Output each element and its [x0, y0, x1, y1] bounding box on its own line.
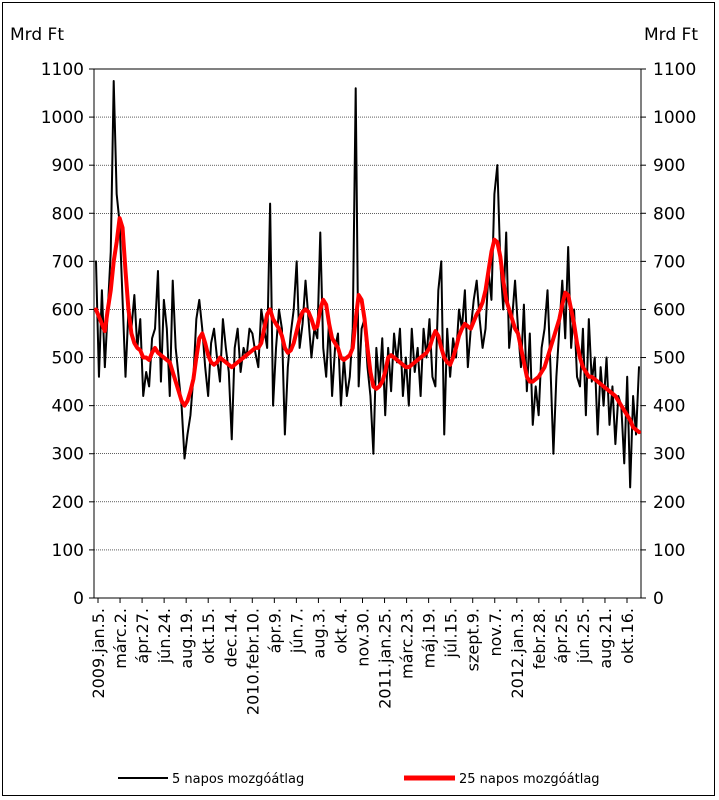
series-line-25-napos: [94, 216, 641, 435]
x-tick-label: júl.15.: [442, 608, 461, 659]
x-tick-label: jún.24.: [155, 608, 174, 664]
x-tick-label: okt.16.: [618, 608, 637, 664]
x-tick-label: febr.28.: [530, 608, 549, 669]
y-axis-left-unit: Mrd Ft: [10, 25, 64, 45]
x-tick-label: márc.23.: [398, 608, 417, 679]
y-tick-label-right: 500: [653, 349, 685, 369]
x-tick-label: ápr.9.: [265, 608, 284, 653]
series-line-5-napos: [95, 80, 640, 489]
y-tick-label-left: 0: [73, 589, 84, 609]
y-tick-label-right: 400: [653, 397, 685, 417]
x-tick-label: aug.21.: [596, 608, 615, 669]
y-tick-label-right: 100: [653, 541, 685, 561]
y-tick-label-right: 800: [653, 204, 685, 224]
y-tick-label-right: 0: [653, 589, 664, 609]
x-tick-label: 2011.jan.25.: [376, 608, 395, 709]
y-tick-label-left: 900: [52, 156, 84, 176]
x-tick-label: ápr.27.: [133, 608, 152, 664]
y-tick-label-right: 600: [653, 300, 685, 320]
x-tick-label: jún.25.: [574, 608, 593, 664]
y-tick-label-right: 700: [653, 252, 685, 272]
y-tick-label-right: 1000: [653, 108, 696, 128]
x-tick-label: ápr.25.: [552, 608, 571, 664]
x-tick-label: nov.30.: [354, 608, 373, 667]
legend: 5 napos mozgóátlag 25 napos mozgóátlag: [118, 772, 600, 787]
x-tick-label: 2010.febr.10.: [243, 608, 262, 715]
x-tick-label: okt.15.: [199, 608, 218, 664]
y-tick-label-left: 1100: [41, 60, 84, 80]
series-lines: [94, 80, 641, 489]
x-tick-label: jún.7.: [287, 608, 306, 654]
y-tick-label-left: 600: [52, 300, 84, 320]
y-tick-label-right: 300: [653, 445, 685, 465]
y-axis-right: 0 100 200 300 400 500 600 700 800 900 1000 1100: [641, 60, 696, 609]
y-tick-label-left: 800: [52, 204, 84, 224]
x-tick-label: okt.4.: [331, 608, 350, 654]
y-tick-label-right: 900: [653, 156, 685, 176]
y-tick-label-left: 100: [52, 541, 84, 561]
y-tick-label-left: 300: [52, 445, 84, 465]
x-tick-label: aug.19.: [177, 608, 196, 669]
plot-area: [93, 68, 642, 599]
y-tick-label-left: 400: [52, 397, 84, 417]
legend-label-25-napos: 25 napos mozgóátlag: [459, 772, 600, 787]
x-tick-label: aug.3.: [309, 608, 328, 658]
x-tick-label: márc.2.: [111, 608, 130, 669]
x-tick-label: nov.7.: [486, 608, 505, 657]
y-tick-label-left: 1000: [41, 108, 84, 128]
y-axis-left: 0 100 200 300 400 500 600 700 800 900 1000 1100: [41, 60, 94, 609]
x-axis: 2009.jan.5. márc.2. ápr.27. jún.24. aug.19. o…: [89, 598, 637, 715]
y-tick-label-left: 700: [52, 252, 84, 272]
x-tick-label: 2009.jan.5.: [89, 608, 108, 699]
y-tick-label-left: 500: [52, 349, 84, 369]
x-tick-label: 2012.jan.3.: [508, 608, 527, 699]
y-tick-label-right: 200: [653, 493, 685, 513]
x-tick-label: máj.19.: [420, 608, 439, 668]
y-tick-label-left: 200: [52, 493, 84, 513]
y-tick-label-right: 1100: [653, 60, 696, 80]
x-tick-label: szept.9.: [464, 608, 483, 671]
y-axis-right-unit: Mrd Ft: [644, 25, 698, 45]
x-tick-label: dec.14.: [221, 608, 240, 667]
legend-label-5-napos: 5 napos mozgóátlag: [172, 772, 304, 787]
